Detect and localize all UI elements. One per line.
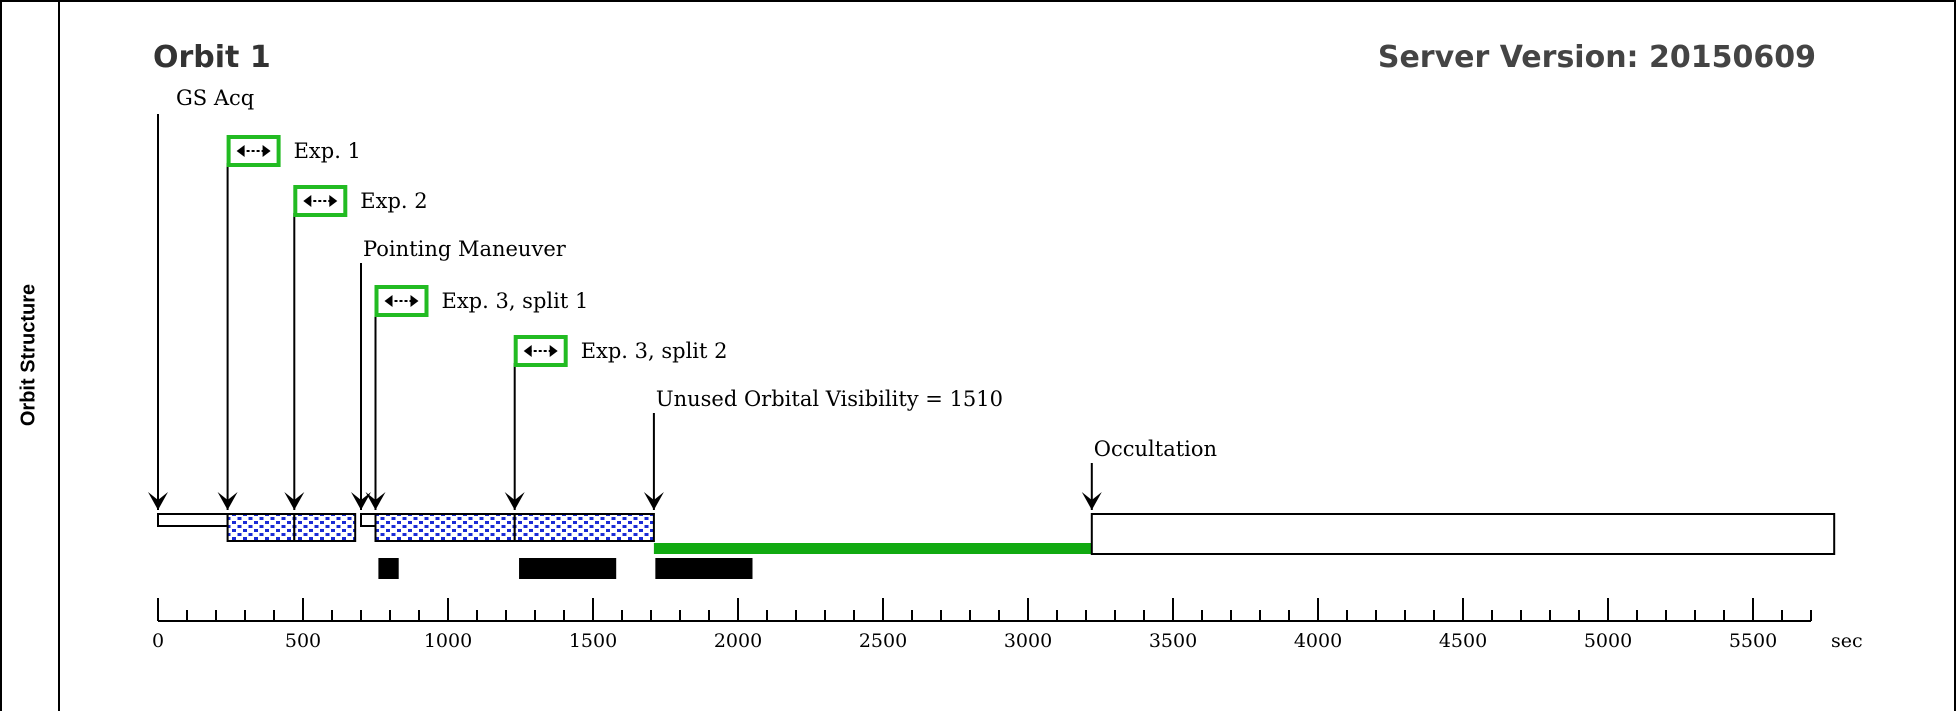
- double-arrow-icon-left: [236, 145, 245, 157]
- unused-orbital-visibility-label: Unused Orbital Visibility = 1510: [656, 387, 1003, 411]
- axis-unit-label: sec: [1831, 630, 1863, 652]
- double-arrow-icon-right: [410, 295, 419, 307]
- axis-tick-label: 3000: [1004, 630, 1052, 652]
- maneuver-block: [360, 513, 377, 527]
- double-arrow-icon-right: [329, 195, 338, 207]
- exp-3-split-1-marker: Exp. 3, split 1: [365, 285, 589, 510]
- gs-acq-arrow-head: [148, 492, 168, 510]
- pointing-maneuver-label: Pointing Maneuver: [363, 237, 567, 261]
- occultation-label: Occultation: [1094, 437, 1217, 461]
- occultation-marker: Occultation: [1081, 437, 1217, 510]
- gs-acq-marker: GS Acq: [148, 86, 254, 510]
- exp-3-split-2-arrow-head: [504, 492, 525, 510]
- pointing-maneuver-marker: Pointing Maneuver: [351, 237, 567, 510]
- axis-tick-label: 4500: [1439, 630, 1487, 652]
- exp-3-split-1-label: Exp. 3, split 1: [442, 289, 589, 313]
- axis-tick-label: 5000: [1584, 630, 1632, 652]
- exp-1-block: [226, 513, 296, 542]
- exp-3-split-1-block: [374, 513, 516, 542]
- readout-bar-2: [519, 558, 617, 579]
- readout-bar-3: [655, 558, 753, 579]
- exp-3-split-1-arrow-head: [365, 492, 386, 510]
- axis-tick-label: 2500: [859, 630, 907, 652]
- exp-3-split-2-label: Exp. 3, split 2: [581, 339, 728, 363]
- exp-2-marker: Exp. 2: [284, 185, 428, 510]
- double-arrow-icon-right: [262, 145, 271, 157]
- readout-bar-1: [378, 558, 399, 579]
- axis-tick-label: 5500: [1729, 630, 1777, 652]
- occultation-arrow-head: [1081, 492, 1102, 510]
- exp-1-marker: Exp. 1: [217, 135, 361, 510]
- axis-tick-label: 500: [285, 630, 321, 652]
- exp-2-label: Exp. 2: [360, 189, 427, 213]
- exp-2-block: [293, 513, 357, 542]
- axis-tick-label: 0: [152, 630, 164, 652]
- axis-tick-label: 2000: [714, 630, 762, 652]
- exp-3-split-2-block: [513, 513, 655, 542]
- double-arrow-icon-left: [523, 345, 532, 357]
- double-arrow-icon-left: [384, 295, 393, 307]
- exp-1-arrow-head: [217, 492, 238, 510]
- server-version: Server Version: 20150609: [1377, 40, 1816, 75]
- exp-1-label: Exp. 1: [294, 139, 361, 163]
- unused-orbital-visibility-arrow-head: [643, 492, 664, 510]
- exp-2-arrow-head: [284, 492, 305, 510]
- double-arrow-icon-left: [303, 195, 312, 207]
- side-divider: [58, 0, 60, 711]
- occultation-block: [1090, 513, 1836, 555]
- axis-tick-label: 3500: [1149, 630, 1197, 652]
- unused-orbital-visibility-marker: Unused Orbital Visibility = 1510: [643, 387, 1003, 510]
- pointing-maneuver-arrow-head: [351, 492, 371, 510]
- gs-acq-label: GS Acq: [176, 86, 254, 110]
- axis-tick-label: 1500: [569, 630, 617, 652]
- axis-tick-label: 4000: [1294, 630, 1342, 652]
- axis-tick-label: 1000: [424, 630, 472, 652]
- exp-3-split-2-marker: Exp. 3, split 2: [504, 335, 728, 510]
- unused-visibility-bar: [653, 543, 1092, 554]
- gs-acq-block: [157, 513, 229, 527]
- orbit-title: Orbit 1: [153, 40, 271, 75]
- double-arrow-icon-right: [549, 345, 558, 357]
